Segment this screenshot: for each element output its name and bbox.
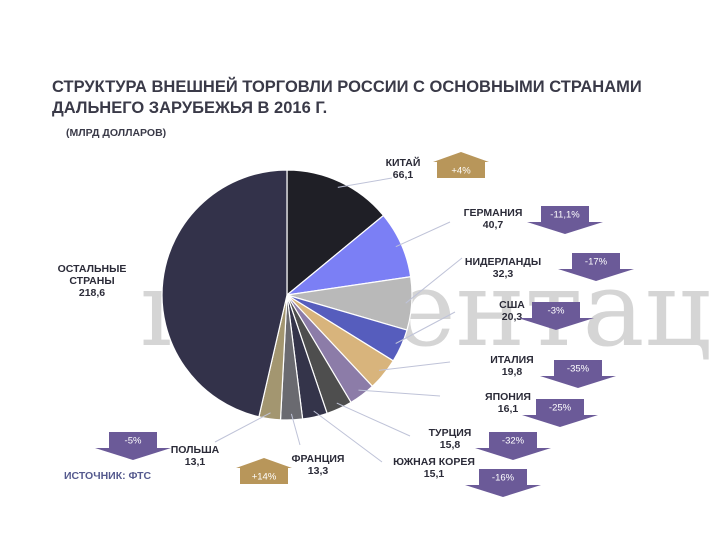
label-slice-9: ФРАНЦИЯ 13,3 — [292, 453, 345, 477]
badge-box — [109, 432, 157, 448]
change-badge-slice-5: -35% — [540, 360, 616, 388]
change-badges: +4% -11,1% -17% -3% -35% -25% -32% -16% +14% -5% — [95, 152, 634, 497]
change-value-slice-8: -16% — [492, 473, 515, 484]
leader-line-slice-5 — [378, 361, 451, 371]
badge-box — [479, 469, 527, 485]
arrow-down-icon — [540, 376, 616, 388]
change-value-slice-4: -3% — [548, 306, 565, 317]
pie-slices — [161, 169, 413, 421]
change-badge-slice-10: -5% — [95, 432, 171, 460]
change-value-slice-9: +14% — [252, 472, 277, 483]
change-badge-slice-1: +4% — [433, 152, 489, 178]
label-slice-4: США 20,3 — [499, 299, 525, 323]
label-slice-11: ОСТАЛЬНЫЕ СТРАНЫ 218,6 — [58, 263, 127, 299]
label-slice-5: ИТАЛИЯ 19,8 — [490, 354, 533, 378]
badge-box — [554, 360, 602, 376]
leader-line-slice-7 — [336, 402, 411, 437]
arrow-down-icon — [475, 448, 551, 460]
label-slice-7: ТУРЦИЯ 15,8 — [429, 427, 472, 451]
change-value-slice-7: -32% — [502, 436, 525, 447]
label-slice-10: ПОЛЬША 13,1 — [171, 444, 220, 468]
leader-lines — [214, 177, 463, 463]
change-badge-slice-7: -32% — [475, 432, 551, 460]
label-slice-6: ЯПОНИЯ 16,1 — [485, 391, 531, 415]
leader-line-slice-1 — [337, 177, 393, 188]
arrow-up-icon — [433, 152, 489, 162]
label-slice-8: ЮЖНАЯ КОРЕЯ 15,1 — [393, 456, 475, 480]
change-value-slice-2: -11,1% — [550, 210, 580, 221]
change-value-slice-6: -25% — [549, 403, 572, 414]
arrow-down-icon — [95, 448, 171, 460]
leader-line-slice-9 — [290, 413, 301, 446]
pie-slice-1 — [286, 169, 385, 297]
change-badge-slice-9: +14% — [236, 458, 292, 484]
title-line-2: ДАЛЬНЕГО ЗАРУБЕЖЬЯ В 2016 Г. — [52, 99, 327, 117]
pie-slice-11 — [161, 169, 288, 418]
change-value-slice-10: -5% — [125, 436, 142, 447]
leader-line-slice-4 — [395, 311, 456, 344]
source-note: ИСТОЧНИК: ФТС — [64, 470, 151, 482]
badge-box — [489, 432, 537, 448]
change-badge-slice-2: -11,1% — [527, 206, 603, 234]
badge-box — [572, 253, 620, 269]
arrow-down-icon — [527, 222, 603, 234]
badge-box — [240, 468, 288, 484]
change-badge-slice-8: -16% — [465, 469, 541, 497]
leader-line-slice-8 — [313, 410, 383, 463]
leader-line-slice-6 — [358, 389, 441, 397]
title-line-1: СТРУКТУРА ВНЕШНЕЙ ТОРГОВЛИ РОССИИ С ОСНО… — [52, 77, 642, 96]
label-slice-2: ГЕРМАНИЯ 40,7 — [464, 207, 523, 231]
arrow-up-icon — [236, 458, 292, 468]
change-value-slice-1: +4% — [451, 166, 471, 177]
subtitle-units: (МЛРД ДОЛЛАРОВ) — [66, 127, 166, 139]
leader-line-slice-2 — [395, 221, 451, 248]
change-badge-slice-6: -25% — [522, 399, 598, 427]
change-badge-slice-4: -3% — [518, 302, 594, 330]
leader-line-slice-10 — [214, 412, 271, 443]
arrow-down-icon — [558, 269, 634, 281]
badge-box — [541, 206, 589, 222]
leader-line-slice-3 — [405, 257, 463, 304]
arrow-down-icon — [518, 318, 594, 330]
label-slice-1: КИТАЙ 66,1 — [386, 156, 421, 181]
badge-box — [536, 399, 584, 415]
arrow-down-icon — [522, 415, 598, 427]
slice-labels: КИТАЙ 66,1 ГЕРМАНИЯ 40,7 НИДЕРЛАНДЫ 32,3 США 20… — [58, 156, 541, 480]
change-value-slice-5: -35% — [567, 364, 590, 375]
change-badge-slice-3: -17% — [558, 253, 634, 281]
change-value-slice-3: -17% — [585, 257, 608, 268]
badge-box — [532, 302, 580, 318]
badge-box — [437, 162, 485, 178]
label-slice-3: НИДЕРЛАНДЫ 32,3 — [465, 256, 541, 280]
arrow-down-icon — [465, 485, 541, 497]
